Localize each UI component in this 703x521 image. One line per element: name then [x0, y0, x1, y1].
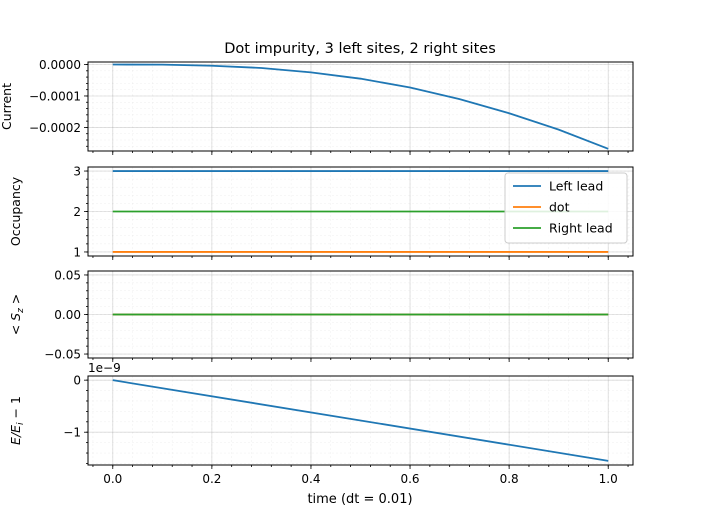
y-axis-label: < Sz >: [8, 294, 26, 336]
y-tick-label: 0.05: [54, 268, 81, 282]
y-tick-label: 0.00: [54, 308, 81, 322]
legend-box: [504, 172, 628, 244]
y-axis-label: E/Ei − 1: [8, 396, 26, 445]
legend-label: Right lead: [549, 221, 613, 236]
x-tick-label: 0.4: [301, 472, 320, 486]
y-tick-label: 2: [73, 205, 81, 219]
y-tick-label: 3: [73, 165, 81, 179]
y-axis-label: Current: [0, 83, 14, 130]
y-tick-label: −0.0002: [29, 121, 81, 135]
series-line-1: [112, 63, 609, 150]
subplot-3: 0.05 0.00 −0.05 < Sz >: [8, 268, 634, 362]
legend-label: dot: [549, 200, 570, 215]
legend-label: Left lead: [549, 179, 603, 194]
axes-frame: [87, 375, 634, 466]
y-tick-label: −0.05: [44, 348, 81, 362]
y-tick-label: 1: [73, 245, 81, 259]
subplot-1: 0.0000 −0.0001 −0.0002 Current: [0, 58, 634, 155]
series-line-1: [112, 379, 609, 462]
figure-title: Dot impurity, 3 left sites, 2 right site…: [224, 41, 496, 57]
y-tick-label: −0.0001: [29, 89, 81, 103]
legend: Left lead dot Right lead: [504, 172, 628, 244]
y-offset-label: 1e−9: [88, 361, 121, 375]
x-axis-label: time (dt = 0.01): [307, 492, 412, 507]
x-tick-label: 0.8: [500, 472, 519, 486]
y-tick-label: −1: [63, 426, 81, 440]
x-tick-label: 0.2: [202, 472, 221, 486]
subplot-2: 1 2 3 Occupancy Left lead dot Right lead: [8, 165, 634, 260]
subplot-4: 0.0 0.2 0.4 0.6 0.8 1.0 0 −1 E/Ei − 1 1e−9: [8, 361, 634, 486]
axes-frame: [87, 61, 634, 152]
axes-frame: [87, 270, 634, 359]
y-axis-label: Occupancy: [8, 176, 23, 246]
y-tick-label: 0.0000: [39, 58, 81, 72]
x-tick-label: 0.0: [103, 472, 122, 486]
x-tick-label: 0.6: [400, 472, 419, 486]
x-tick-label: 1.0: [599, 472, 618, 486]
subplots: 0.0000 −0.0001 −0.0002 Current 1 2 3 Occupancy L…: [0, 58, 634, 486]
axes-frame: [87, 166, 634, 257]
y-tick-label: 0: [73, 374, 81, 388]
